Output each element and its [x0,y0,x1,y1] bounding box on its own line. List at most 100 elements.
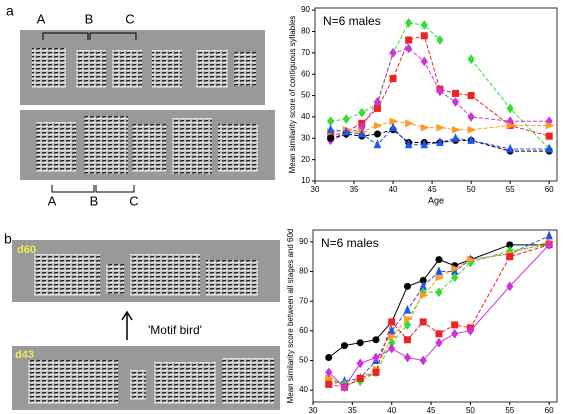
point [388,318,396,326]
point [405,18,413,28]
point [506,143,514,153]
point [466,255,476,264]
point [420,56,428,67]
point [403,304,412,314]
y-tick-label: 10 [301,176,310,185]
x-tick-label: 50 [466,406,475,414]
point [451,264,460,273]
syllable-label: A [48,193,57,208]
point [387,325,396,335]
point [436,35,444,45]
point [467,135,475,144]
point [506,253,514,261]
bracket [42,32,137,40]
x-tick-label: 30 [309,406,318,414]
point [356,374,364,382]
point [389,122,397,132]
point [467,92,475,100]
point [403,320,412,330]
y-tick-label: 90 [301,5,310,14]
point [545,143,553,153]
point [327,134,335,142]
point [436,86,444,97]
x-tick-label: 60 [545,185,554,194]
annotation: 'Motif bird' [148,323,202,337]
point [325,380,333,388]
y-tick-label: 80 [299,267,308,276]
point [389,74,397,82]
point [419,291,429,299]
panel-label: b [4,231,12,247]
series-line [330,126,550,150]
y-tick-label: 60 [299,326,308,335]
point [325,367,333,378]
point [545,239,553,250]
point [419,318,427,326]
y-tick-label: 20 [301,155,310,164]
spectrogram [12,346,280,410]
point [340,382,349,393]
point [403,336,411,344]
point [373,139,382,149]
series-line [330,120,550,133]
point [373,97,382,107]
point [403,282,411,290]
point [435,273,445,282]
point [405,119,414,128]
point [467,112,475,122]
y-tick-label: 70 [301,48,310,57]
y-tick-label: 40 [301,112,310,121]
y-tick-label: 50 [301,91,310,100]
point [403,352,412,363]
point [372,352,380,363]
point [373,121,383,130]
annotation: N=6 males [321,236,379,250]
x-axis-label: Age [428,195,444,205]
syllable-label: B [90,193,99,208]
point [436,137,444,147]
point [326,124,335,134]
point [420,32,428,40]
series-line [328,244,550,388]
point [420,123,430,132]
syllable-label: A [37,11,46,26]
x-tick-label: 50 [467,185,476,194]
annotation: N=6 males [323,14,381,28]
point [451,328,459,339]
point [452,89,460,97]
x-tick-label: 55 [506,185,515,194]
point [325,374,335,383]
syllable-label: C [129,193,138,208]
bracket [51,185,135,193]
point [356,339,364,347]
point [545,132,553,140]
y-axis-label: Mean similarity score of contiguous syll… [288,16,297,174]
x-tick-label: 60 [545,406,554,414]
y-axis-label: Mean similarity score between all stages… [286,229,295,404]
x-tick-label: 45 [428,185,437,194]
point [356,358,364,369]
point [420,20,428,30]
point [506,121,516,130]
point [372,368,380,376]
point [435,266,443,276]
x-tick-label: 30 [311,185,320,194]
point [388,333,397,341]
y-tick-label: 50 [299,356,308,365]
point [372,336,380,344]
point [436,123,446,132]
point [435,337,443,348]
point [451,97,460,107]
y-tick-label: 70 [299,296,308,305]
panel-label: a [6,3,14,19]
point [419,355,427,366]
point [545,121,555,130]
point [358,128,366,138]
point [404,139,413,149]
point [388,343,396,354]
point [405,43,413,54]
point [389,117,399,125]
point [405,36,413,44]
point [403,315,413,323]
